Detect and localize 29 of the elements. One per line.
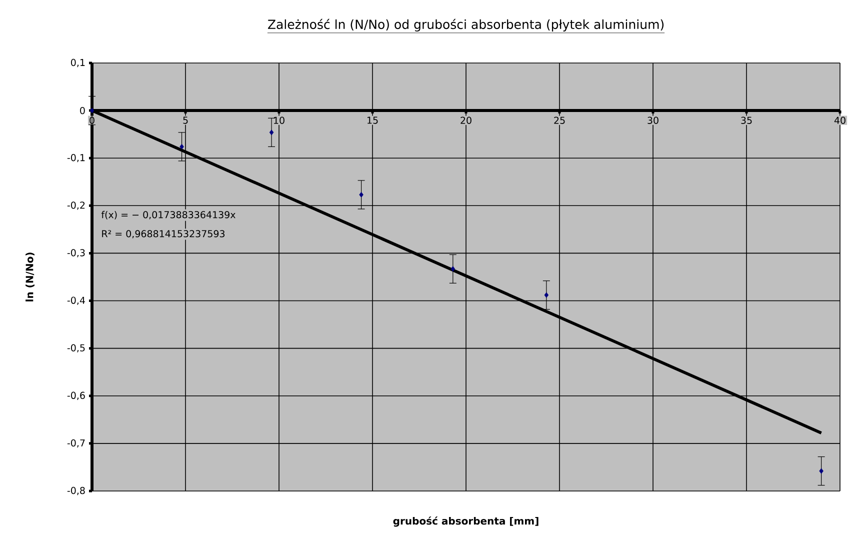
y-tick-label: -0,8 bbox=[67, 486, 85, 496]
chart-title: Zależność ln (N/No) od grubości absorbenta (płytek aluminium) bbox=[268, 18, 664, 32]
x-tick-label: 35 bbox=[741, 116, 752, 124]
x-axis-title: grubość absorbenta [mm] bbox=[393, 516, 538, 527]
y-tick-label: -0,1 bbox=[67, 154, 85, 162]
y-tick-label: -0,6 bbox=[67, 392, 85, 400]
x-tick-label: 5 bbox=[183, 116, 188, 124]
x-tick-label: 40 bbox=[834, 116, 846, 124]
x-tick-label: 10 bbox=[274, 116, 284, 124]
x-tick-label: 25 bbox=[554, 116, 565, 124]
y-tick-label: -0,4 bbox=[67, 296, 85, 305]
point bbox=[819, 468, 824, 474]
y-tick-label: 0 bbox=[80, 106, 85, 114]
annotation: f(x) = − 0,0173883364139x bbox=[101, 210, 236, 220]
x-tick-label: 15 bbox=[368, 116, 378, 124]
y-axis-title: ln (N/No) bbox=[26, 252, 34, 302]
y-tick-label: -0,7 bbox=[67, 439, 85, 448]
annotation: R² = 0,968814153237593 bbox=[102, 230, 225, 238]
x-tick-label: 20 bbox=[460, 116, 472, 124]
x-tick-label: 30 bbox=[648, 116, 658, 124]
point bbox=[544, 292, 549, 298]
y-tick-label: -0,3 bbox=[67, 249, 85, 258]
y-tick-label: -0,2 bbox=[67, 202, 85, 210]
y-tick-label: 0,1 bbox=[71, 58, 85, 68]
y-tick-label: -0,5 bbox=[67, 344, 85, 352]
point bbox=[450, 266, 456, 272]
point bbox=[269, 130, 274, 136]
point bbox=[90, 108, 94, 114]
point bbox=[180, 144, 184, 150]
